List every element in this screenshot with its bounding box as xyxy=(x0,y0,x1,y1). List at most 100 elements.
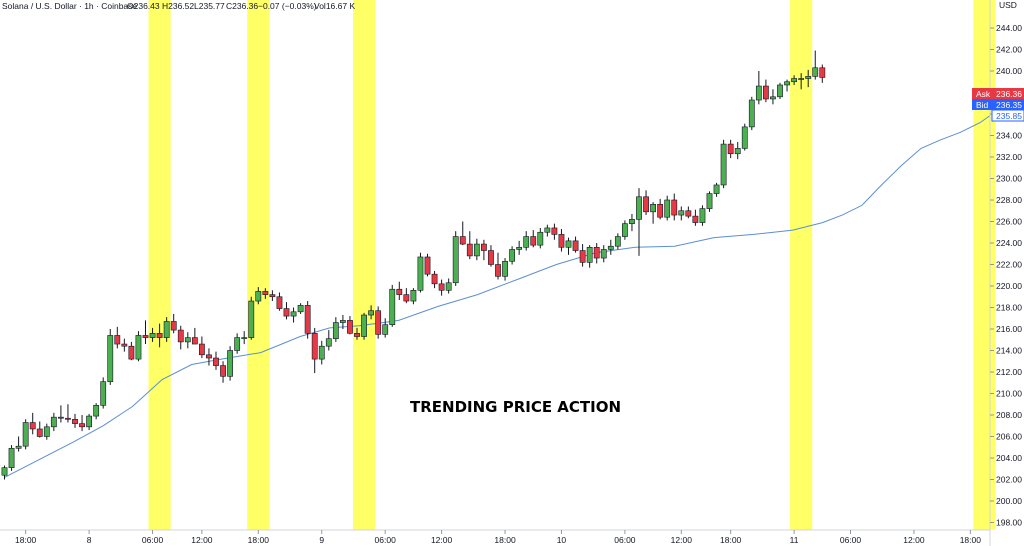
candle-body xyxy=(537,231,544,246)
candle-body xyxy=(523,236,530,248)
candle-90 xyxy=(629,213,635,232)
price-tick-label: 222.00 xyxy=(996,260,1022,270)
candle-43 xyxy=(297,303,304,314)
candle-27 xyxy=(184,332,191,349)
symbol-label: Solana / U.S. Dollar · 1h · Coinbase xyxy=(2,1,137,11)
candle-16 xyxy=(107,329,114,385)
candle-body xyxy=(509,249,515,262)
candle-body xyxy=(65,417,71,420)
candle-38 xyxy=(262,288,269,299)
candle-94 xyxy=(657,198,664,220)
candle-body xyxy=(368,310,374,316)
candle-110 xyxy=(770,89,776,105)
candle-body xyxy=(636,196,642,220)
bid-tag: Bid 236.35 xyxy=(972,99,1024,110)
candle-body xyxy=(621,223,628,237)
candle-body xyxy=(544,227,551,233)
candle-77 xyxy=(537,227,544,249)
candle-96 xyxy=(671,193,678,221)
candle-body xyxy=(396,288,403,295)
candle-115 xyxy=(805,69,812,88)
candle-116 xyxy=(812,50,819,80)
candle-body xyxy=(762,85,769,100)
candle-62 xyxy=(431,270,438,289)
price-tick-label: 204.00 xyxy=(996,453,1022,463)
candle-42 xyxy=(290,307,297,323)
candle-4 xyxy=(22,419,29,450)
legend-line: Solana / U.S. Dollar · 1h · Coinbase O23… xyxy=(2,1,355,11)
candle-17 xyxy=(114,326,121,349)
candle-46 xyxy=(318,340,325,365)
candle-body xyxy=(600,249,607,259)
candle-37 xyxy=(255,287,262,305)
candle-113 xyxy=(791,75,797,85)
candle-85 xyxy=(593,243,600,264)
time-tick-label: 12:00 xyxy=(191,535,213,545)
time-tick-label: 18:00 xyxy=(15,535,37,545)
candle-body xyxy=(269,294,276,298)
candle-body xyxy=(325,338,332,347)
candle-98 xyxy=(685,206,692,219)
candle-48 xyxy=(332,317,339,342)
candle-body xyxy=(8,448,15,468)
time-axis[interactable]: 18:00 8 06:00 12:00 18:00 9 06:00 12:00 18:00 10 0… xyxy=(15,530,1024,545)
candle-34 xyxy=(234,333,241,354)
candle-body xyxy=(445,282,452,291)
candle-55 xyxy=(382,318,389,338)
close-label: C xyxy=(226,1,232,11)
candle-body xyxy=(431,273,438,285)
candle-65 xyxy=(452,231,459,286)
candle-60 xyxy=(417,252,424,293)
candle-body xyxy=(466,243,473,257)
candle-21 xyxy=(142,320,149,345)
price-tick-label: 244.00 xyxy=(996,23,1022,33)
candle-body xyxy=(43,426,50,437)
candle-body xyxy=(107,335,114,382)
candle-body xyxy=(15,445,22,449)
candle-13 xyxy=(86,413,92,431)
time-tick-label: 18:00 xyxy=(494,535,516,545)
price-tick-label: 226.00 xyxy=(996,217,1022,227)
candle-12 xyxy=(79,415,85,432)
candle-body xyxy=(741,126,748,149)
price-tick-label: 232.00 xyxy=(996,152,1022,162)
candle-body xyxy=(805,76,812,79)
candle-body xyxy=(657,204,664,218)
candle-82 xyxy=(572,236,579,253)
candle-body xyxy=(276,296,283,309)
price-tick-label: 198.00 xyxy=(996,518,1022,528)
candle-49 xyxy=(339,315,346,329)
candle-40 xyxy=(276,292,283,311)
candle-body xyxy=(283,308,290,317)
ask-label: Ask xyxy=(976,89,991,99)
candle-body xyxy=(417,256,424,291)
candle-body xyxy=(135,335,142,360)
candle-95 xyxy=(664,195,671,221)
candle-112 xyxy=(784,79,790,92)
candle-91 xyxy=(636,188,642,256)
candle-78 xyxy=(544,224,551,237)
moving-average-line xyxy=(4,115,991,478)
candle-body xyxy=(720,143,727,186)
candle-102 xyxy=(713,182,720,197)
candle-body xyxy=(572,240,579,251)
candle-body xyxy=(586,247,593,263)
candle-body xyxy=(220,365,226,377)
candle-body xyxy=(86,415,92,428)
candle-body xyxy=(438,283,445,291)
candle-79 xyxy=(551,223,558,240)
price-tick-label: 218.00 xyxy=(996,303,1022,313)
candle-14 xyxy=(93,403,100,420)
trending-annotation: TRENDING PRICE ACTION xyxy=(410,398,621,416)
candle-18 xyxy=(121,338,128,352)
candle-64 xyxy=(445,278,452,294)
candle-body xyxy=(206,354,212,359)
candle-body xyxy=(777,84,783,98)
candle-52 xyxy=(361,312,367,340)
candle-97 xyxy=(678,206,685,221)
candle-body xyxy=(770,96,776,100)
price-axis[interactable]: 244.00242.00240.00238.00236.00234.00232.… xyxy=(990,23,1022,528)
candle-body xyxy=(812,67,819,77)
time-tick-label: 18:00 xyxy=(720,535,742,545)
